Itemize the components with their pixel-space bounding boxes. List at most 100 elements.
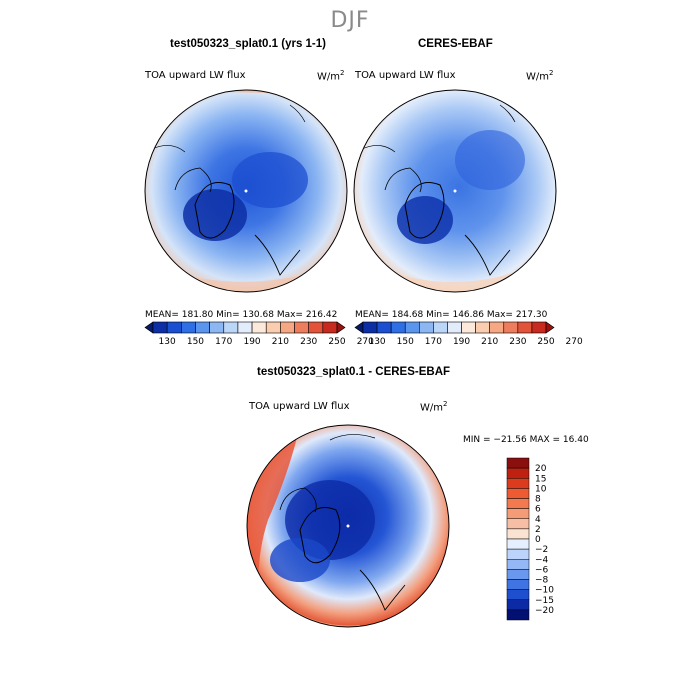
model-field-label: TOA upward LW flux — [145, 70, 246, 81]
season-title: DJF — [330, 8, 370, 33]
model-colorbar-swatch — [223, 321, 239, 334]
difference-colorbar-tick-label: −6 — [535, 565, 549, 575]
obs-colorbar-swatch — [489, 321, 505, 334]
difference-colorbar-swatch — [506, 478, 530, 489]
difference-colorbar-swatch — [506, 518, 530, 530]
obs-colorbar-swatch — [503, 321, 519, 334]
model-colorbar-swatch — [152, 321, 168, 334]
difference-colorbar-tick-label: 6 — [535, 505, 541, 515]
difference-colorbar-swatch — [506, 538, 530, 550]
difference-colorbar-tick-label: −10 — [535, 586, 554, 596]
model-panel-title: test050323_splat0.1 (yrs 1-1) — [170, 38, 326, 50]
obs-colorbar-lower-triangle — [354, 321, 364, 334]
difference-colorbar-tick-label: 0 — [535, 535, 541, 545]
model-colorbar-tick-label: 190 — [243, 337, 260, 347]
model-colorbar-swatch — [251, 321, 267, 334]
obs-colorbar-tick-label: 130 — [368, 337, 385, 347]
difference-colorbar-swatch — [506, 488, 530, 499]
model-colorbar-swatch — [308, 321, 324, 334]
model-units-label: W/m2 — [317, 69, 345, 83]
obs-colorbar-tick-label: 190 — [453, 337, 470, 347]
model-colorbar-tick-label: 250 — [328, 337, 345, 347]
obs-colorbar-tick-label: 210 — [481, 337, 498, 347]
obs-colorbar-tick-label: 150 — [397, 337, 414, 347]
diff-field-label: TOA upward LW flux — [249, 401, 350, 412]
obs-colorbar-swatch — [362, 321, 378, 334]
difference-colorbar-tick-label: −4 — [535, 555, 549, 565]
obs-colorbar-swatch — [461, 321, 476, 334]
difference-colorbar-tick-label: 4 — [535, 515, 541, 525]
model-colorbar-lower-triangle — [144, 321, 154, 334]
difference-colorbar-swatch — [506, 579, 530, 590]
obs-colorbar-swatch — [447, 321, 462, 334]
model-colorbar-swatch — [195, 321, 210, 334]
obs-pole-marker — [453, 189, 457, 193]
difference-colorbar-tick-label: −8 — [535, 576, 549, 586]
model-colorbar-swatch — [166, 321, 182, 334]
obs-colorbar-swatch — [531, 321, 547, 334]
obs-colorbar-swatch — [419, 321, 434, 334]
obs-colorbar-tick-label: 250 — [537, 337, 554, 347]
model-stats: MEAN= 181.80 Min= 130.68 Max= 216.42 — [145, 310, 338, 320]
obs-panel-title: CERES-EBAF — [418, 38, 493, 50]
difference-colorbar-tick-label: −20 — [535, 606, 554, 616]
difference-colorbar-swatch — [506, 548, 530, 560]
obs-colorbar-tick-label: 270 — [566, 337, 583, 347]
obs-colorbar-swatch — [475, 321, 490, 334]
obs-stats: MEAN= 184.68 Min= 146.86 Max= 217.30 — [355, 310, 548, 320]
model-colorbar-upper-triangle — [336, 321, 346, 334]
obs-polar-map — [353, 89, 557, 293]
obs-units-label: W/m2 — [526, 69, 554, 83]
model-colorbar-swatch — [322, 321, 338, 334]
model-polar-map — [144, 89, 348, 293]
difference-colorbar-tick-label: 2 — [535, 525, 541, 535]
difference-colorbar-tick-label: −15 — [535, 596, 554, 606]
obs-colorbar: 130 150 170 190 210 230 250 270 — [354, 321, 583, 347]
diff-pole-marker — [346, 524, 350, 528]
difference-colorbar-tick-label: 8 — [535, 495, 541, 505]
obs-colorbar-swatch — [404, 321, 420, 334]
obs-colorbar-swatch — [390, 321, 406, 334]
obs-field-label: TOA upward LW flux — [355, 70, 456, 81]
model-colorbar-tick-label: 170 — [215, 337, 232, 347]
model-colorbar-swatch — [294, 321, 309, 334]
model-colorbar-swatch — [237, 321, 253, 334]
difference-colorbar-swatch — [506, 609, 530, 621]
model-colorbar-swatch — [181, 321, 196, 334]
obs-colorbar-swatch — [433, 321, 448, 334]
model-pole-marker — [244, 189, 248, 193]
difference-polar-map — [246, 424, 450, 628]
model-colorbar-swatch — [265, 321, 281, 334]
model-colorbar: 130 150 170 190 210 230 250 270 — [144, 321, 374, 347]
model-colorbar-tick-label: 210 — [272, 337, 289, 347]
obs-colorbar-tick-label: 170 — [425, 337, 442, 347]
model-colorbar-tick-label: 130 — [159, 337, 176, 347]
difference-colorbar-swatch — [506, 467, 530, 479]
model-colorbar-tick-label: 230 — [300, 337, 317, 347]
difference-colorbar-tick-label: −2 — [535, 545, 548, 555]
difference-colorbar-swatch — [506, 457, 530, 469]
obs-colorbar-tick-label: 230 — [509, 337, 526, 347]
difference-colorbar-tick-label: 20 — [535, 464, 547, 474]
obs-colorbar-upper-triangle — [545, 321, 555, 334]
diff-panel-title: test050323_splat0.1 - CERES-EBAF — [257, 366, 451, 378]
difference-colorbar-swatch — [506, 508, 530, 519]
model-colorbar-swatch — [280, 321, 295, 334]
difference-colorbar-tick-label: 15 — [535, 474, 546, 484]
difference-colorbar-swatch — [506, 498, 530, 509]
diff-stats: MIN = −21.56 MAX = 16.40 — [463, 435, 589, 445]
model-colorbar-tick-label: 270 — [357, 337, 374, 347]
model-colorbar-tick-label: 150 — [187, 337, 204, 347]
obs-colorbar-swatch — [376, 321, 392, 334]
model-colorbar-swatch — [209, 321, 225, 334]
difference-colorbar-tick-label: 10 — [535, 484, 547, 494]
difference-colorbar-swatch — [506, 569, 530, 580]
difference-colorbar-swatch — [506, 589, 530, 600]
difference-colorbar-swatch — [506, 559, 530, 570]
difference-colorbar-swatch — [506, 528, 530, 540]
obs-colorbar-swatch — [517, 321, 533, 334]
diff-units-label: W/m2 — [420, 400, 448, 414]
difference-colorbar-swatch — [506, 599, 530, 611]
